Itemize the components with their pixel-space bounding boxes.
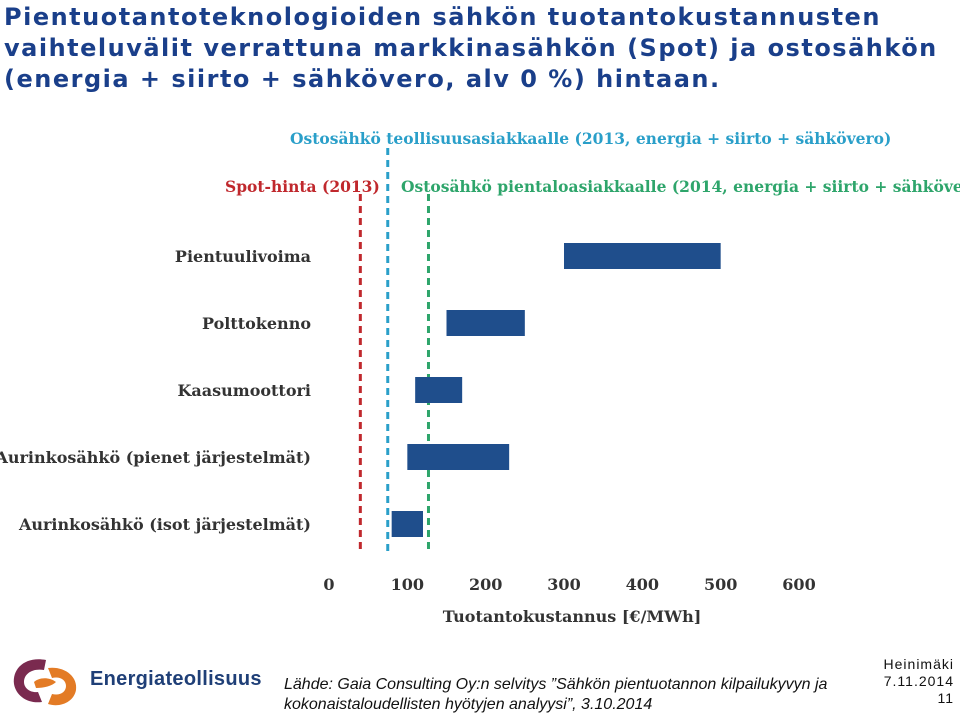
category-label: Aurinkosähkö (pienet järjestelmät)	[0, 448, 311, 467]
page-number: 11	[937, 690, 954, 706]
cost-range-chart: Spot-hinta (2013) Ostosähkö teollisuusasi…	[0, 129, 960, 626]
range-bars	[391, 243, 721, 537]
logo-wordmark: Energiateollisuus	[90, 668, 262, 690]
source-line: kokonaistaloudellisten hyötyjen analyysi…	[284, 696, 653, 713]
source-note: Lähde: Gaia Consulting Oy:n selvitys ”Sä…	[284, 675, 827, 715]
reference-label: Spot-hinta (2013)	[225, 177, 380, 196]
x-tick-label: 400	[626, 575, 659, 594]
range-bar	[564, 243, 721, 269]
title-line: (energia + siirto + sähkövero, alv 0 %) …	[4, 65, 721, 93]
x-tick-label: 0	[323, 575, 334, 594]
x-tick-label: 100	[391, 575, 424, 594]
x-tick-label: 300	[547, 575, 580, 594]
x-tick-label: 200	[469, 575, 502, 594]
source-line: Lähde: Gaia Consulting Oy:n selvitys ”Sä…	[284, 676, 828, 693]
author: Heinimäki	[883, 656, 954, 672]
slide-title: Pientuotantoteknologioiden sähkön tuotan…	[4, 2, 954, 95]
title-line: Pientuotantoteknologioiden sähkön tuotan…	[4, 3, 881, 31]
reference-label: Ostosähkö teollisuusasiakkaalle (2013, e…	[290, 129, 891, 148]
category-labels: Pientuulivoima Polttokenno Kaasumoottori Au…	[0, 247, 311, 534]
x-axis-ticks: 0 100 200 300 400 500 600	[323, 575, 815, 594]
energiateollisuus-logo	[13, 659, 77, 706]
reference-labels: Spot-hinta (2013) Ostosähkö teollisuusasi…	[225, 129, 960, 196]
range-bar	[407, 444, 510, 470]
range-bar	[391, 511, 423, 537]
x-axis-label: Tuotantokustannus [€/MWh]	[443, 607, 702, 626]
date: 7.11.2014	[883, 673, 954, 689]
category-label: Aurinkosähkö (isot järjestelmät)	[18, 515, 311, 534]
range-bar	[415, 377, 463, 403]
title-line: vaihteluvälit verrattuna markkinasähkön …	[4, 34, 938, 62]
range-bar	[446, 310, 525, 336]
category-label: Pientuulivoima	[175, 247, 311, 266]
category-label: Polttokenno	[202, 314, 311, 333]
x-tick-label: 500	[704, 575, 737, 594]
reference-lines	[358, 148, 430, 552]
footer-meta: Heinimäki 7.11.2014 11	[884, 656, 954, 707]
reference-label: Ostosähkö pientaloasiakkaalle (2014, ene…	[401, 177, 960, 196]
x-tick-label: 600	[782, 575, 815, 594]
category-label: Kaasumoottori	[177, 381, 311, 400]
